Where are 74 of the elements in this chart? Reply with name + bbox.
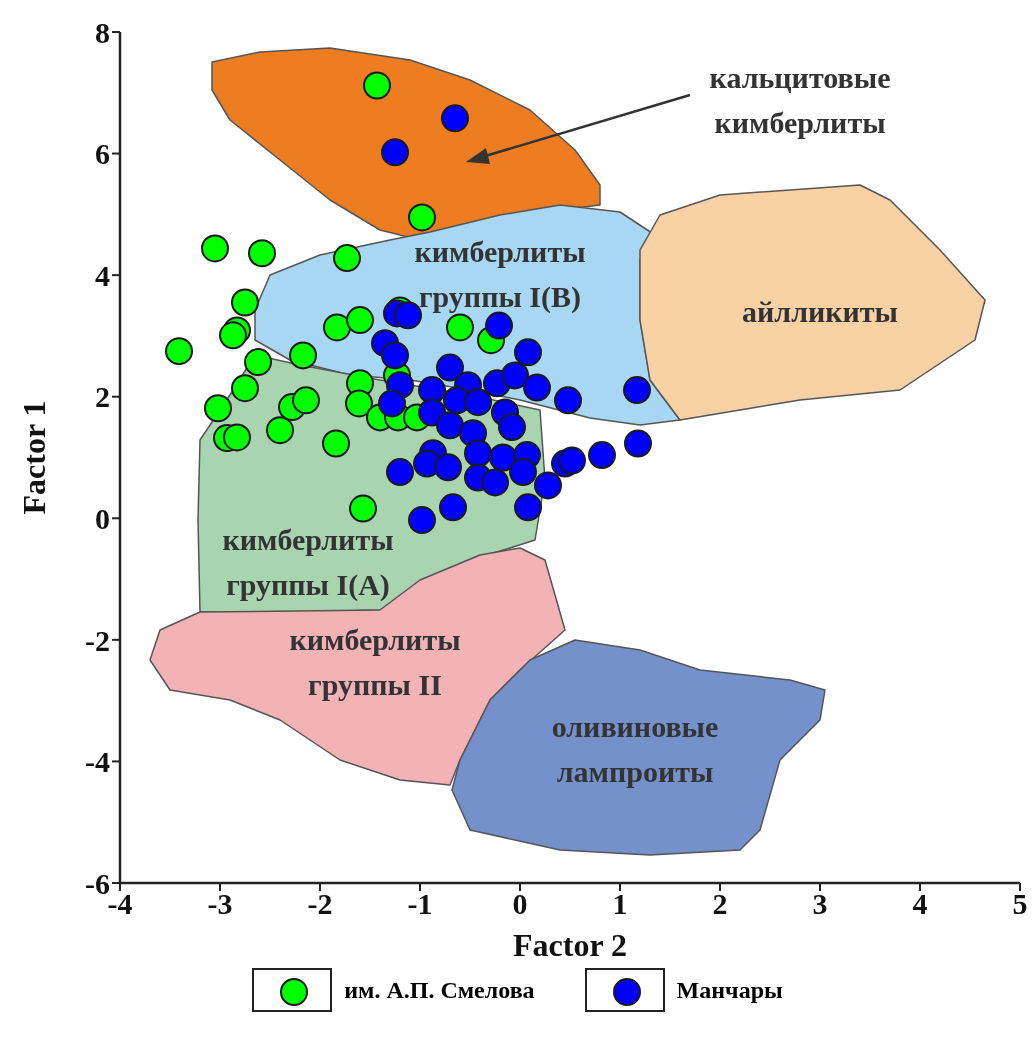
point bbox=[378, 389, 406, 418]
annotation: кимберлиты группы I(B) bbox=[414, 235, 586, 314]
y-tick-label: -2 bbox=[85, 623, 110, 657]
point bbox=[514, 493, 542, 522]
point bbox=[323, 313, 351, 342]
x-tick-label: -1 bbox=[407, 887, 433, 921]
point bbox=[219, 321, 247, 350]
y-tick-label: 4 bbox=[95, 258, 110, 292]
annotation: кимберлиты группы II bbox=[289, 623, 461, 701]
annotation: оливиновые лампроиты bbox=[551, 710, 719, 788]
point bbox=[498, 413, 526, 442]
y-tick-label: 2 bbox=[95, 380, 110, 414]
point bbox=[333, 244, 361, 273]
y-axis-title: Factor 1 bbox=[16, 400, 53, 515]
point bbox=[292, 386, 320, 415]
x-tick-label: 1 bbox=[612, 887, 628, 921]
y-tick-label: 8 bbox=[95, 15, 110, 49]
point bbox=[349, 494, 377, 523]
point bbox=[231, 288, 259, 317]
point bbox=[624, 429, 652, 458]
point bbox=[588, 441, 616, 470]
point bbox=[248, 239, 276, 268]
y-tick-label: 0 bbox=[95, 501, 110, 535]
point bbox=[381, 341, 409, 370]
point bbox=[363, 71, 391, 100]
point bbox=[289, 341, 317, 370]
point bbox=[534, 471, 562, 500]
point bbox=[386, 458, 414, 487]
point bbox=[223, 423, 251, 452]
point bbox=[436, 353, 464, 382]
legend-label: им. А.П. Смелова bbox=[344, 976, 535, 1004]
point bbox=[201, 234, 229, 263]
point bbox=[434, 453, 462, 482]
point bbox=[509, 458, 537, 487]
point bbox=[345, 389, 373, 418]
point bbox=[165, 337, 193, 366]
x-axis-title: Factor 2 bbox=[512, 926, 628, 963]
point bbox=[485, 311, 513, 340]
point bbox=[266, 416, 294, 445]
point bbox=[381, 138, 409, 167]
point bbox=[501, 361, 529, 390]
point bbox=[523, 373, 551, 402]
point bbox=[436, 411, 464, 440]
point bbox=[346, 306, 374, 335]
y-tick-label: -6 bbox=[85, 866, 110, 900]
y-tick-label: -4 bbox=[85, 745, 110, 779]
x-tick-label: 0 bbox=[512, 887, 528, 921]
annotation: кальцитовые кимберлиты bbox=[709, 61, 891, 139]
y-tick-label: 6 bbox=[95, 137, 110, 171]
point bbox=[623, 376, 651, 405]
point bbox=[439, 493, 467, 522]
point bbox=[441, 104, 469, 133]
x-tick-label: 4 bbox=[912, 887, 928, 921]
x-tick-label: 5 bbox=[1012, 887, 1028, 921]
point bbox=[481, 468, 509, 497]
x-tick-label: 2 bbox=[712, 887, 728, 921]
point bbox=[464, 439, 492, 468]
point bbox=[514, 338, 542, 367]
point bbox=[231, 374, 259, 403]
point bbox=[408, 203, 436, 232]
annotation: кимберлиты группы I(A) bbox=[222, 523, 394, 602]
point bbox=[322, 429, 350, 458]
point bbox=[558, 446, 586, 475]
x-tick-label: 3 bbox=[812, 887, 828, 921]
annotation: айлликиты bbox=[742, 295, 898, 328]
point bbox=[464, 388, 492, 417]
point bbox=[446, 313, 474, 342]
point bbox=[554, 386, 582, 415]
point bbox=[408, 506, 436, 535]
point bbox=[204, 394, 232, 423]
x-tick-label: -2 bbox=[307, 887, 333, 921]
point bbox=[244, 348, 272, 377]
legend-label: Манчары bbox=[676, 976, 783, 1004]
x-tick-label: -3 bbox=[207, 887, 233, 921]
